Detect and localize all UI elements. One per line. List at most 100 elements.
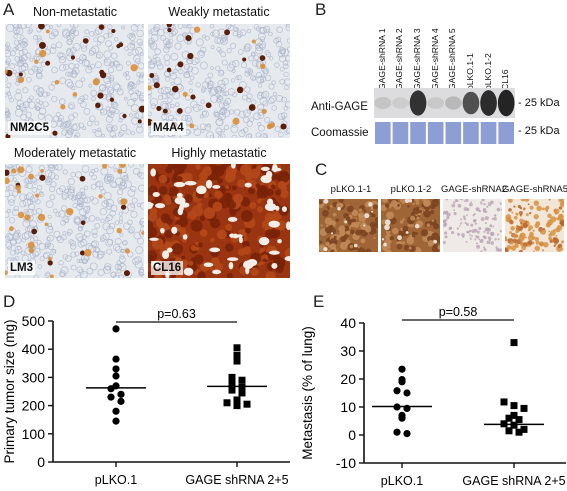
coomassie-band [498,122,514,144]
y-tick-label: 10 [340,399,356,415]
lane-label: GAGE-shRNA 5 [447,28,458,90]
data-point-circle [107,393,115,401]
lane-label: GAGE-shRNA 2 [394,28,405,90]
panel-letter-c: C [315,160,328,179]
y-axis-label: Metastasis (% of lung) [300,326,315,460]
coomassie-band [463,122,479,144]
panel-a-title-1: Non-metastatic [32,5,118,19]
x-tick-label: pLKO.1 [381,474,423,488]
data-point-circle [403,389,411,397]
data-point-square [515,428,523,436]
ihc-image-lm3: LM3 [5,164,144,278]
panel-a-title-2: Weakly metastatic [168,5,270,19]
y-axis-label: Primary tumor size (mg) [2,319,17,463]
panel-a-title-4: Highly metastatic [171,146,267,160]
blot-band [392,97,409,109]
micrograph-texture [443,199,502,252]
panel-c-image-shrna2 [443,199,502,252]
data-point-circle [398,378,406,386]
lane-label: GAGE-shRNA 1 [376,28,387,90]
y-tick-label: 100 [22,426,46,442]
panel-c-image-shrna5 [505,199,564,252]
coomassie-bands [375,122,514,144]
panel-letter-d: D [3,292,16,311]
panel-c-image-plko1-1 [319,199,378,252]
data-point-square [510,402,518,410]
y-tick-label: 30 [340,343,356,359]
coomassie-label: Coomassie [311,127,369,139]
y-tick-label: 0 [37,454,45,470]
coomassie-band [445,122,462,144]
blot-band [462,91,480,115]
western-blot-strip [374,88,515,118]
data-point-circle [398,414,406,422]
micrograph-texture [5,24,144,138]
x-tick-label: GAGE shRNA 2+5 [462,474,565,488]
panel-a-title-3: Moderately metastatic [13,146,137,160]
coomassie-band [480,122,497,144]
x-tick-label: pLKO.1 [95,473,137,487]
ihc-image-m4a4: M4A4 [148,24,290,138]
lane-label: GAGE-shRNA 4 [429,28,440,90]
ihc-image-nm2c5: NM2C5 [5,24,144,138]
data-point-square [233,351,241,359]
micrograph-texture [319,199,378,252]
ihc-label-m4a4: M4A4 [151,121,186,135]
p-value-annotation: p=0.63 [157,307,196,321]
ihc-label-lm3: LM3 [8,261,35,275]
y-tick-label: 500 [22,313,46,329]
panel-c-title-2: pLKO.1-2 [390,184,432,195]
data-point-square [238,376,246,384]
lane-label: pLKO.1-1 [464,53,475,90]
data-point-square [238,389,246,397]
data-point-circle [393,428,401,436]
data-point-square [510,411,518,419]
data-point-square [228,373,236,381]
data-point-square [228,379,236,387]
coomassie-band [375,122,391,144]
lane-label: CL16 [500,69,511,90]
ihc-label-cl16: CL16 [151,261,184,275]
data-point-circle [112,355,120,363]
ihc-image-cl16: CL16 [148,164,290,278]
lane-label: GAGE-shRNA 3 [412,28,423,90]
p-value-annotation: p=0.58 [439,305,478,319]
lane-label: pLKO.1-2 [482,53,493,90]
chart-primary-tumor-size: 0 100 200 300 400 500 Primary tumor size (mg) p… [2,307,290,487]
panel-c-image-plko1-2 [381,199,440,252]
data-point-square [505,414,513,422]
coomassie-band [392,122,409,144]
y-tick-label: 300 [22,369,46,385]
data-point-square [243,400,251,408]
data-point-circle [117,397,125,405]
panel-c-title-3: GAGE-shRNA2 [441,184,507,195]
micrograph-texture [381,199,440,252]
kda-marker-coomassie: - 25 kDa [518,125,560,137]
panel-c-title-1: pLKO.1-1 [330,184,372,195]
blot-band [497,89,515,117]
kda-marker-blot: - 25 kDa [518,97,560,109]
y-tick-label: -10 [336,455,356,471]
micrograph-texture [148,24,290,138]
blot-band [409,90,427,116]
data-point-circle [112,372,120,380]
blot-bands [374,89,515,117]
data-point-square [228,386,236,394]
data-point-circle [398,365,406,373]
coomassie-strip [374,122,515,144]
data-point-square [520,425,528,433]
micrograph-texture [505,199,564,252]
data-point-circle [117,390,125,398]
data-point-square [520,404,528,412]
ihc-label-nm2c5: NM2C5 [8,121,51,135]
y-tick-label: 20 [340,371,356,387]
data-point-circle [112,365,120,373]
data-point-square [233,402,241,410]
panel-letter-e: E [313,292,325,311]
data-point-square [233,396,241,404]
blot-band [480,90,497,116]
coomassie-band [427,122,444,144]
data-point-circle [112,417,120,425]
panel-letter-b: B [315,0,327,19]
y-tick-label: 400 [22,341,46,357]
